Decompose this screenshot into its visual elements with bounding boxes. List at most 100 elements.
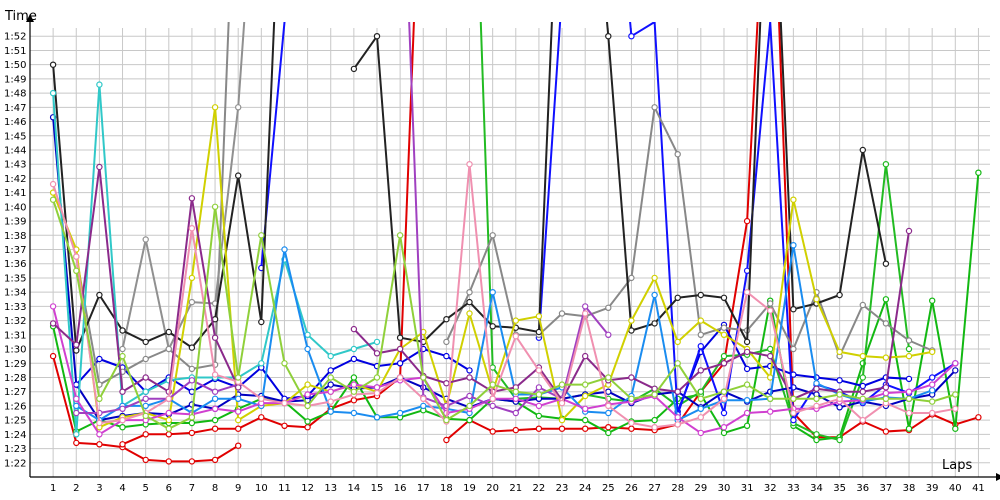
- data-point: [697, 291, 705, 299]
- data-point: [443, 416, 450, 424]
- y-tick-label: 1:35: [4, 273, 26, 284]
- x-tick-label: 41: [972, 483, 985, 494]
- data-point: [420, 402, 427, 410]
- data-point: [628, 425, 635, 432]
- data-point: [790, 345, 797, 353]
- x-tick-label: 15: [371, 483, 384, 494]
- data-point: [188, 298, 196, 306]
- data-point: [905, 345, 913, 353]
- data-point: [905, 395, 913, 402]
- data-point: [396, 409, 404, 417]
- data-point: [96, 419, 103, 427]
- data-point: [743, 267, 751, 274]
- data-point: [674, 338, 681, 346]
- data-point: [790, 395, 797, 402]
- tick-labels: 1 2 3 4 5 6 7 8 9 10 11 12 13 14 15 16 17 18 19 20 21 22 23 24 2…: [4, 32, 985, 494]
- data-point: [165, 416, 172, 424]
- data-point: [859, 352, 867, 360]
- data-point: [119, 424, 126, 431]
- data-point: [512, 333, 520, 340]
- data-point: [211, 388, 219, 395]
- data-point: [73, 439, 80, 447]
- y-tick-label: 1:27: [4, 387, 26, 398]
- y-axis-arrow: [26, 14, 34, 22]
- data-point: [258, 395, 265, 402]
- data-point: [674, 388, 681, 395]
- data-point: [929, 409, 936, 417]
- data-point: [142, 402, 149, 410]
- series-line: [75, 22, 933, 386]
- data-point: [373, 338, 381, 346]
- data-point: [258, 360, 265, 367]
- data-point: [674, 414, 681, 421]
- data-point: [535, 425, 543, 432]
- data-point: [535, 367, 543, 374]
- data-point: [836, 348, 843, 356]
- x-tick-label: 1: [50, 483, 56, 494]
- x-tick-label: 17: [417, 483, 430, 494]
- y-tick-label: 1:22: [4, 458, 26, 469]
- data-point: [234, 416, 242, 424]
- data-point: [882, 296, 890, 303]
- data-point: [813, 436, 820, 444]
- data-point: [535, 384, 543, 391]
- data-point: [327, 381, 334, 388]
- data-point: [96, 81, 103, 88]
- y-tick-label: 1:33: [4, 302, 26, 313]
- data-point: [350, 355, 358, 363]
- data-point: [882, 260, 890, 267]
- y-tick-label: 1:29: [4, 359, 26, 370]
- y-tick-label: 1:26: [4, 401, 26, 412]
- data-point: [720, 424, 728, 431]
- data-point: [929, 348, 936, 356]
- data-point: [743, 409, 751, 417]
- x-tick-label: 39: [926, 483, 939, 494]
- data-point: [859, 416, 867, 424]
- data-point: [859, 395, 867, 402]
- data-point: [651, 104, 658, 111]
- data-point: [96, 395, 103, 402]
- data-point: [558, 425, 566, 432]
- data-point: [119, 345, 126, 353]
- data-point: [697, 388, 705, 395]
- data-point: [697, 343, 705, 350]
- data-point: [443, 316, 450, 323]
- data-point: [859, 374, 867, 381]
- data-point: [49, 89, 57, 97]
- data-point: [142, 374, 149, 381]
- x-tick-label: 13: [324, 483, 337, 494]
- data-point: [790, 416, 797, 424]
- data-point: [304, 402, 311, 410]
- y-tick-label: 1:39: [4, 217, 26, 228]
- data-point: [558, 310, 566, 317]
- data-point: [674, 421, 681, 428]
- data-point: [512, 409, 520, 417]
- data-point: [304, 391, 311, 398]
- data-point: [582, 405, 589, 412]
- data-point: [350, 345, 358, 353]
- data-point: [489, 395, 496, 402]
- data-point: [396, 360, 404, 367]
- data-point: [49, 196, 57, 203]
- data-point: [743, 397, 751, 404]
- data-point: [605, 402, 612, 410]
- series-line: [52, 117, 957, 422]
- data-point: [767, 307, 774, 314]
- series-10: [49, 22, 890, 354]
- data-point: [211, 371, 219, 378]
- x-tick-label: 4: [119, 483, 125, 494]
- data-point: [396, 334, 404, 341]
- data-point: [443, 338, 450, 346]
- data-point: [188, 195, 196, 202]
- data-point: [350, 381, 358, 388]
- data-point: [952, 360, 959, 367]
- data-point: [234, 374, 242, 381]
- data-point: [836, 291, 843, 299]
- data-point: [466, 298, 473, 306]
- data-point: [790, 409, 797, 417]
- data-point: [281, 246, 288, 253]
- x-tick-label: 22: [533, 483, 546, 494]
- data-point: [720, 388, 728, 395]
- data-point: [929, 381, 936, 388]
- series-line: [52, 163, 956, 429]
